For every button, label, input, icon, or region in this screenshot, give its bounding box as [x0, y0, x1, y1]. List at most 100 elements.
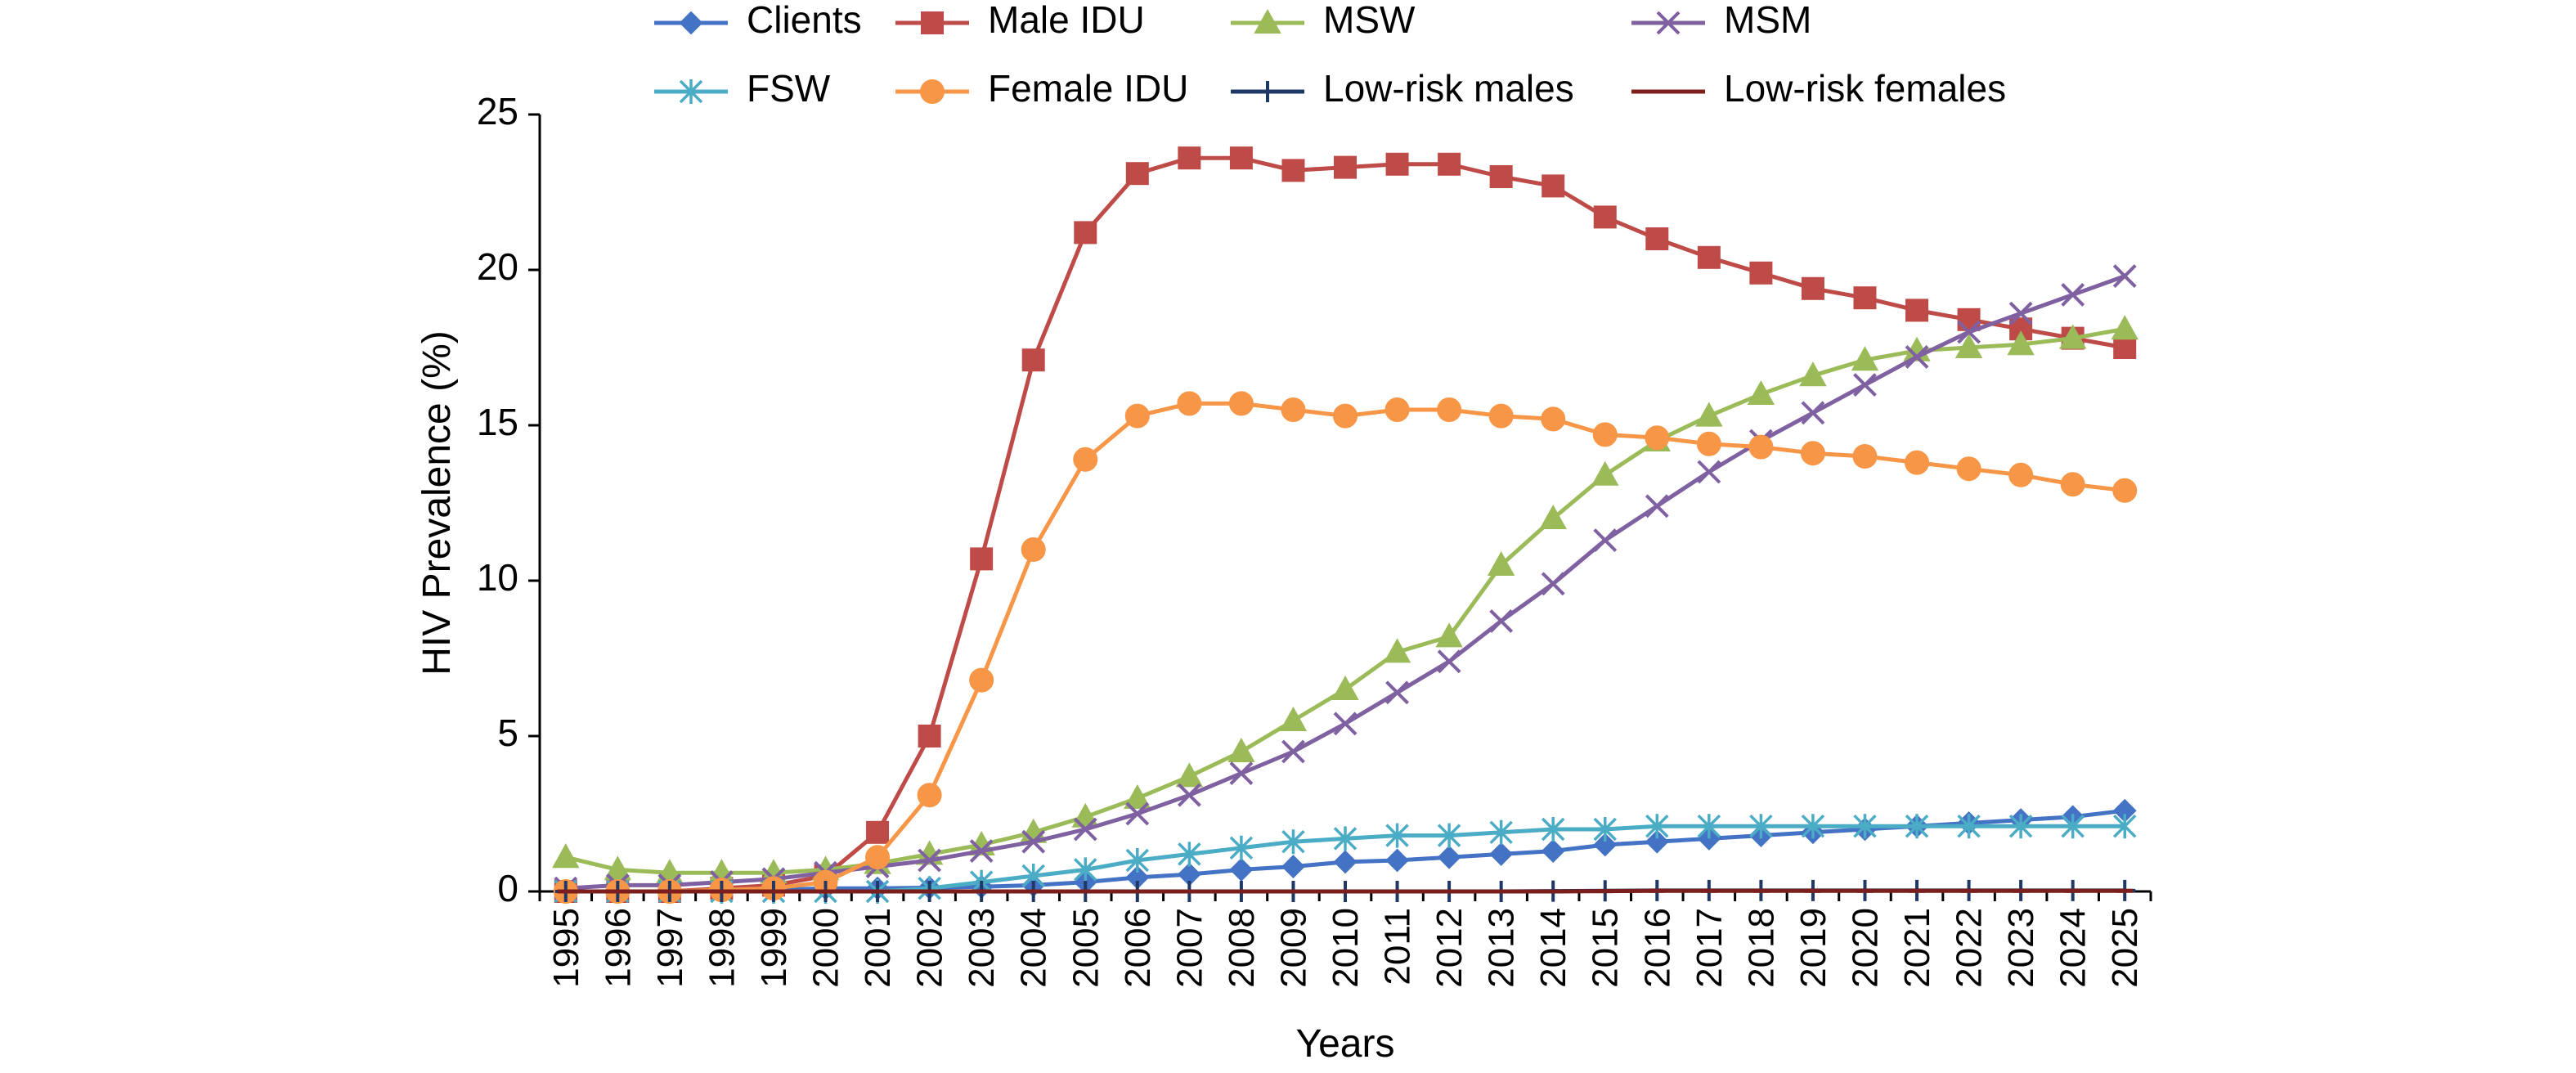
data-point — [1801, 276, 1824, 300]
x-tick-label: 2024 — [2053, 908, 2094, 988]
data-point — [2008, 301, 2033, 325]
series-line — [563, 401, 2127, 894]
data-point — [1437, 397, 1462, 422]
legend-label: Low-risk males — [1323, 67, 1574, 110]
data-point — [1281, 855, 1305, 879]
data-point — [866, 820, 890, 844]
data-point — [1905, 450, 1930, 475]
data-point — [1489, 819, 1513, 845]
legend-item-female-idu: Female IDU — [895, 67, 1188, 110]
data-point — [969, 667, 994, 693]
data-point — [1592, 422, 1618, 447]
data-point — [1279, 706, 1308, 731]
data-point — [1801, 814, 1825, 839]
x-tick-label: 1996 — [598, 908, 638, 988]
x-tick-label: 2023 — [2001, 908, 2041, 988]
data-point — [1229, 761, 1254, 786]
data-point — [1541, 572, 1565, 596]
data-point — [1489, 842, 1514, 866]
data-point — [1489, 165, 1513, 188]
data-point — [1541, 839, 1565, 864]
x-tick-label: 2017 — [1690, 908, 1730, 988]
data-point — [1905, 344, 1929, 369]
data-point — [1437, 823, 1461, 848]
data-point — [1435, 622, 1463, 648]
data-point — [1541, 406, 1566, 432]
series-male-idu — [554, 146, 2137, 903]
x-tick-label: 1997 — [650, 908, 690, 988]
legend-marker — [920, 79, 945, 104]
data-point — [970, 547, 994, 571]
legend-label: Male IDU — [988, 0, 1145, 41]
data-point — [1957, 320, 1981, 344]
data-point — [1696, 431, 1721, 456]
x-tick-label: 2019 — [1793, 908, 1833, 988]
data-point — [1177, 783, 1201, 807]
data-point — [1178, 842, 1201, 867]
legend-marker — [679, 79, 703, 104]
data-point — [1695, 402, 1723, 427]
legend: Clients Male IDU MSW MSM FSW Female IDU Low-ri… — [654, 0, 2006, 110]
data-point — [1021, 537, 1046, 562]
x-tick-label: 2000 — [806, 908, 846, 988]
y-tick-label: 5 — [497, 712, 518, 754]
legend-label: MSM — [1724, 0, 1811, 41]
x-tick-label: 2014 — [1533, 908, 1573, 988]
data-point — [1905, 814, 1929, 839]
x-tick-label: 2016 — [1637, 908, 1677, 988]
legend-item-msm: MSM — [1631, 0, 1811, 41]
series-line — [563, 274, 2127, 891]
data-point — [1175, 762, 1204, 788]
data-point — [1956, 456, 1981, 482]
data-point — [1281, 397, 1306, 422]
data-point — [1333, 826, 1358, 851]
data-point — [1385, 823, 1409, 848]
x-tick-label: 2006 — [1118, 908, 1158, 988]
data-point — [1697, 460, 1721, 484]
data-point — [1747, 379, 1775, 405]
data-point — [1853, 373, 1877, 397]
data-point — [1124, 403, 1150, 429]
x-tick-label: 2025 — [2105, 908, 2145, 988]
data-point — [1593, 817, 1617, 842]
data-point — [1591, 460, 1619, 486]
data-point — [1437, 649, 1461, 674]
x-axis-title: Years — [1296, 1022, 1395, 1066]
data-point — [1542, 174, 1565, 198]
x-tick-label: 2001 — [858, 908, 898, 988]
data-point — [1281, 739, 1305, 764]
x-tick-label: 2003 — [962, 908, 1002, 988]
y-axis-ticks: 0 5 10 15 20 25 — [477, 90, 540, 909]
data-point — [1851, 346, 1879, 371]
data-point — [1954, 333, 1983, 358]
legend-label: MSW — [1323, 0, 1416, 41]
data-point — [1125, 162, 1149, 186]
data-point — [1489, 608, 1514, 633]
x-tick-label: 2008 — [1222, 908, 1262, 988]
x-tick-label: 2015 — [1586, 908, 1626, 988]
x-tick-label: 2002 — [910, 908, 950, 988]
data-point — [1073, 817, 1097, 842]
y-tick-label: 25 — [477, 90, 518, 132]
data-point — [1852, 444, 1878, 469]
data-point — [2058, 324, 2087, 349]
data-point — [1853, 814, 1877, 839]
y-tick-label: 10 — [477, 556, 518, 599]
data-point — [1229, 857, 1254, 882]
data-point — [1385, 152, 1409, 176]
data-point — [2060, 472, 2085, 497]
x-tick-label: 2010 — [1326, 908, 1366, 988]
x-tick-label: 1998 — [702, 908, 742, 988]
data-point — [2061, 814, 2085, 839]
data-point — [1541, 817, 1565, 842]
data-point — [1645, 227, 1669, 250]
data-point — [1074, 221, 1097, 245]
x-tick-label: 2018 — [1741, 908, 1781, 988]
data-point — [1697, 814, 1721, 839]
data-point — [1645, 494, 1669, 519]
data-point — [2008, 462, 2034, 487]
legend-marker — [1254, 8, 1281, 34]
series-layer — [552, 146, 2138, 904]
series-msm — [554, 264, 2137, 900]
